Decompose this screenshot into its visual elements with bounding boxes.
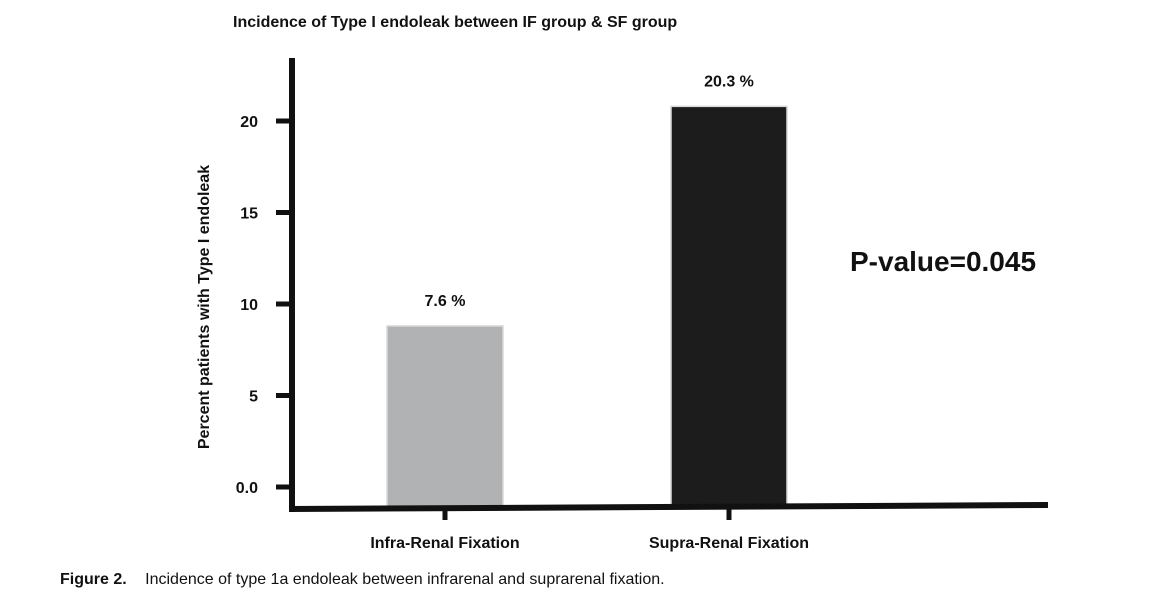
y-axis-label-text: Percent patients with Type I endoleak bbox=[196, 165, 213, 449]
y-axis-label: Percent patients with Type I endoleak bbox=[196, 165, 213, 449]
bars: 7.6 % 20.3 % bbox=[386, 73, 788, 508]
x-category-label: Supra-Renal Fixation bbox=[649, 535, 809, 552]
y-axis: 0.0 5 10 15 20 bbox=[236, 58, 295, 512]
x-axis: Infra-Renal Fixation Supra-Renal Fixation bbox=[288, 502, 1049, 552]
bar-value-label: 7.6 % bbox=[425, 293, 466, 310]
bar bbox=[386, 325, 504, 508]
bar bbox=[670, 105, 788, 508]
bar-value-label: 20.3 % bbox=[704, 73, 754, 90]
p-value-annotation: P-value=0.045 bbox=[850, 246, 1036, 277]
x-category-label: Infra-Renal Fixation bbox=[370, 535, 519, 552]
y-tick-label: 10 bbox=[240, 297, 258, 314]
y-tick-label: 0.0 bbox=[236, 480, 258, 497]
y-tick-label: 5 bbox=[249, 389, 258, 406]
y-tick-label: 15 bbox=[240, 206, 258, 223]
y-tick-label: 20 bbox=[240, 114, 258, 131]
x-axis-line bbox=[288, 502, 1049, 512]
figure-caption-lead: Figure 2. bbox=[60, 571, 127, 588]
figure-caption-text: Incidence of type 1a endoleak between in… bbox=[145, 571, 665, 588]
figure-caption: Figure 2. Incidence of type 1a endoleak … bbox=[60, 571, 665, 589]
chart-title: Incidence of Type I endoleak between IF … bbox=[233, 14, 678, 31]
